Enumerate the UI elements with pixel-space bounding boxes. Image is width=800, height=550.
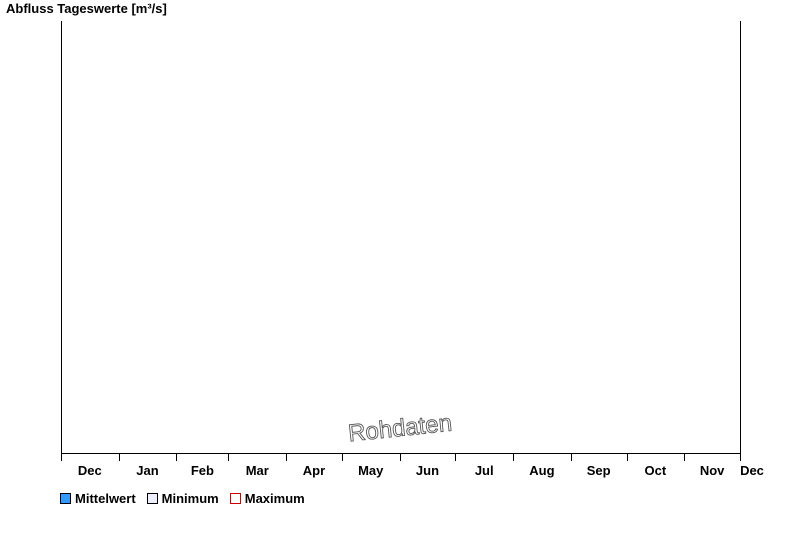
chart-title: Abfluss Tageswerte [m³/s] <box>6 1 167 16</box>
legend-swatch-maximum <box>229 492 241 504</box>
x-ticks <box>61 453 741 461</box>
x-tick-label: Dec <box>740 463 764 478</box>
x-tick-label: Jan <box>136 463 158 478</box>
legend-swatch-minimum <box>146 492 158 504</box>
x-tick-labels: Dec Jan Feb Mar Apr May Jun Jul Aug Sep Oct Nov Dec <box>78 463 764 478</box>
legend-item-minimum: Minimum <box>146 490 219 506</box>
legend-label-mittelwert: Mittelwert <box>75 490 136 506</box>
x-tick-label: Apr <box>303 463 325 478</box>
x-tick-label: Dec <box>78 463 102 478</box>
legend-swatch-mittelwert <box>60 492 71 504</box>
legend-label-minimum: Minimum <box>161 490 219 506</box>
chart-legend: Mittelwert Minimum Maximum <box>60 490 316 506</box>
legend-label-maximum: Maximum <box>244 490 305 506</box>
legend-item-mittelwert: Mittelwert <box>60 491 136 506</box>
watermark-text: Rohdaten <box>347 410 453 448</box>
x-tick-label: Jun <box>416 463 439 478</box>
x-tick-label: Nov <box>700 463 725 478</box>
x-tick-label: Feb <box>191 463 214 478</box>
x-tick-label: Jul <box>475 463 494 478</box>
x-tick-label: Aug <box>529 463 554 478</box>
x-tick-label: Sep <box>587 463 611 478</box>
chart-axes <box>61 21 741 454</box>
x-tick-label: Mar <box>246 463 269 478</box>
x-tick-label: May <box>358 463 384 478</box>
x-tick-label: Oct <box>645 463 667 478</box>
legend-item-maximum: Maximum <box>229 490 305 506</box>
